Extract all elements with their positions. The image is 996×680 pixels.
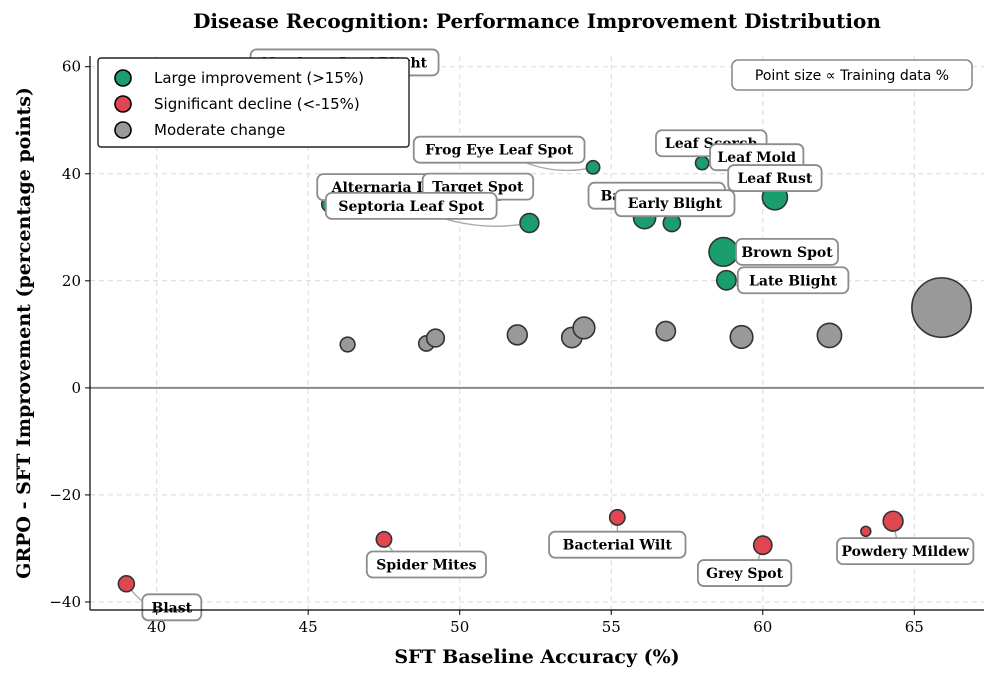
data-point <box>752 535 773 556</box>
annotation: Frog Eye Leaf Spot <box>412 135 586 164</box>
annotation-label: Early Blight <box>628 196 723 212</box>
data-point <box>608 508 626 526</box>
legend-label-large-improvement: Large improvement (>15%) <box>154 69 364 87</box>
data-point <box>375 530 393 548</box>
y-tick-label: 40 <box>62 165 81 183</box>
y-axis-label: GRPO - SFT Improvement (percentage point… <box>13 87 35 579</box>
annotation-box <box>735 238 839 266</box>
annotation: Blast <box>141 593 203 622</box>
annotation-leaders <box>125 149 906 610</box>
annotation-label: Blast <box>152 600 193 616</box>
data-point <box>882 510 904 532</box>
legend-label-moderate-change: Moderate change <box>154 121 285 139</box>
data-point <box>339 336 356 353</box>
legend-marker-significant-decline <box>114 95 132 113</box>
annotation: Late Blight <box>736 266 850 295</box>
data-point <box>860 525 872 538</box>
x-tick-label: 50 <box>450 618 469 636</box>
legend-marker-large-improvement <box>114 69 132 87</box>
annotation-label: Brown Spot <box>741 245 833 261</box>
annotation-box <box>324 191 498 220</box>
data-point <box>117 574 136 593</box>
annotation: Grey Spot <box>696 559 793 587</box>
annotation-box <box>727 164 823 192</box>
annotation-label: Spider Mites <box>376 558 476 574</box>
annotation-label: Septoria Leaf Spot <box>338 199 484 215</box>
x-tick-label: 55 <box>602 618 621 636</box>
data-point <box>816 322 843 349</box>
x-tick-label: 40 <box>147 618 166 636</box>
x-axis-label: SFT Baseline Accuracy (%) <box>394 646 679 668</box>
y-tick-label: 20 <box>62 272 81 290</box>
x-tick-label: 60 <box>753 618 772 636</box>
annotation-box <box>365 550 487 579</box>
axes <box>85 56 984 615</box>
annotation-label: Target Spot <box>432 180 524 196</box>
annotation-label: Late Blight <box>749 273 838 289</box>
legend: Large improvement (>15%) Significant dec… <box>97 57 410 148</box>
data-point <box>655 320 677 342</box>
annotation: Leaf Rust <box>727 164 823 192</box>
chart-title: Disease Recognition: Performance Improve… <box>193 9 881 33</box>
data-point <box>694 155 710 171</box>
x-tick-label: 45 <box>299 618 318 636</box>
data-point <box>572 316 596 340</box>
legend-marker-moderate-change <box>114 121 132 139</box>
data-point <box>425 328 446 348</box>
annotation-box <box>736 266 850 295</box>
data-point <box>708 236 739 268</box>
y-tick-label: −40 <box>49 593 81 611</box>
y-tick-label: −20 <box>49 486 81 504</box>
annotation-label: Grey Spot <box>706 566 783 582</box>
x-tick-label: 65 <box>905 618 924 636</box>
annotation-label: Leaf Mold <box>717 150 796 166</box>
data-point <box>585 159 601 175</box>
y-tick-label: 0 <box>71 379 81 397</box>
y-tick-label: 60 <box>62 58 81 76</box>
data-points <box>117 155 973 593</box>
annotation-label: Bacterial Wilt <box>563 538 673 554</box>
annotation: Septoria Leaf Spot <box>324 191 498 220</box>
annotation-box <box>696 559 793 587</box>
annotation-box <box>548 530 687 559</box>
size-note-box: Point size ∝ Training data % <box>731 59 973 91</box>
data-point <box>715 269 737 291</box>
annotation: Bacterial Wilt <box>548 530 687 559</box>
legend-label-significant-decline: Significant decline (<-15%) <box>154 95 360 113</box>
annotation-label: Powdery Mildew <box>841 544 969 560</box>
data-point <box>729 324 754 350</box>
annotation-box <box>614 189 736 218</box>
annotation-label: Frog Eye Leaf Spot <box>425 143 574 159</box>
size-note-text: Point size ∝ Training data % <box>755 68 949 84</box>
annotation: Spider Mites <box>365 550 487 579</box>
data-point <box>519 212 540 234</box>
annotation-box <box>412 135 586 164</box>
annotation-label: Leaf Rust <box>737 171 812 187</box>
annotation: Powdery Mildew <box>836 537 975 566</box>
annotation: Early Blight <box>614 189 736 218</box>
data-point <box>911 277 973 339</box>
tick-labels: 40 45 50 55 60 65 −40 −20 0 20 40 60 <box>49 58 924 636</box>
data-point <box>506 324 529 346</box>
annotation-box <box>836 537 975 566</box>
annotation: Brown Spot <box>735 238 839 266</box>
